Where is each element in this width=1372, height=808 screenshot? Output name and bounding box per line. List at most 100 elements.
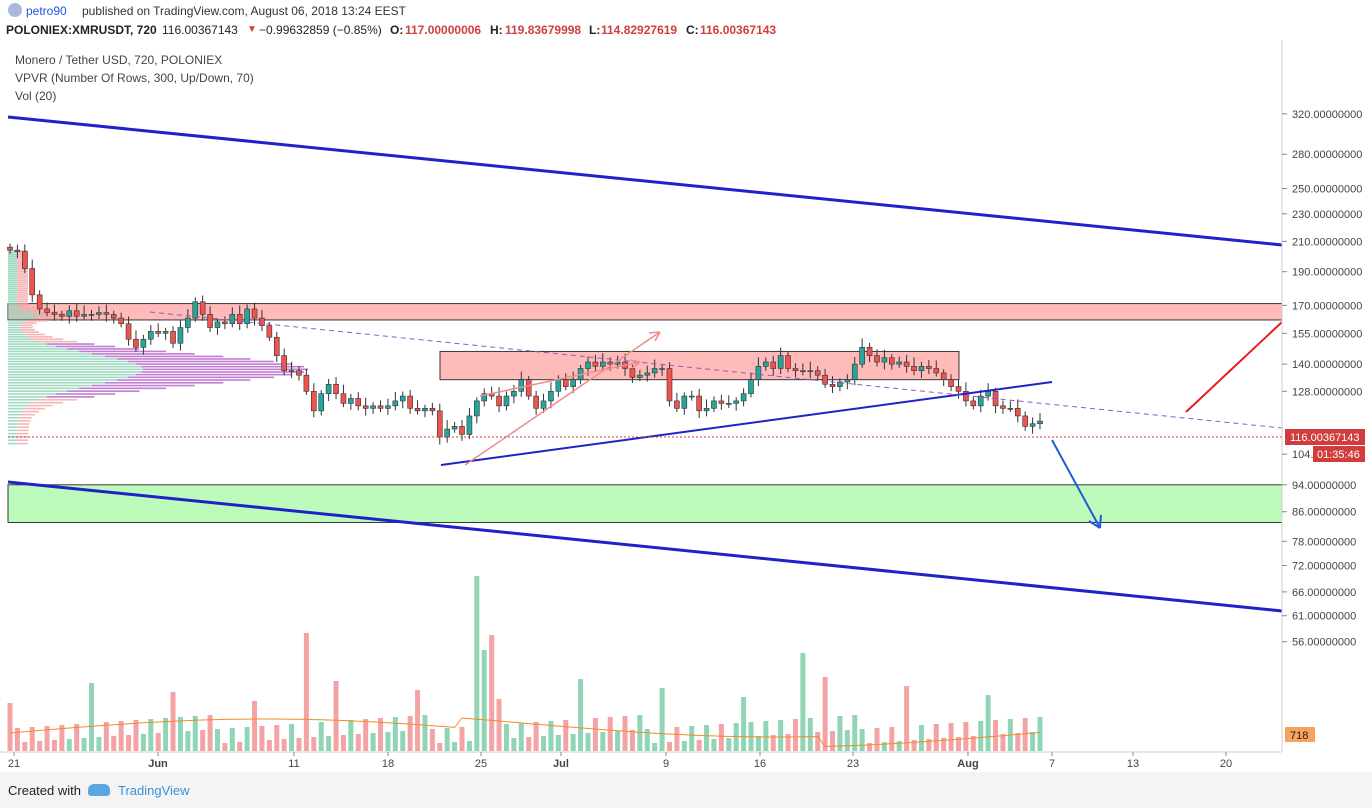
volume-bar xyxy=(518,723,524,751)
volume-bar xyxy=(474,576,480,751)
volume-bar xyxy=(578,679,584,751)
candle-body xyxy=(592,361,599,367)
candle-body xyxy=(7,246,13,251)
vpvr-row-up xyxy=(8,429,18,432)
vpvr-row-up xyxy=(8,324,20,327)
vpvr-row-up xyxy=(8,426,18,428)
volume-bar xyxy=(163,718,169,751)
candle-body xyxy=(14,249,21,252)
vpvr-row-up xyxy=(8,262,17,265)
vpvr-row-up xyxy=(8,384,93,387)
volume-bar xyxy=(755,736,761,751)
vpvr-row-up xyxy=(8,379,118,381)
price-zones xyxy=(7,303,1283,523)
volume-bar xyxy=(763,721,769,751)
volume-bar xyxy=(392,717,398,751)
candle-body xyxy=(763,361,769,367)
author-link[interactable]: petro90 xyxy=(26,4,67,18)
volume-bar xyxy=(993,720,999,751)
volume-bar xyxy=(852,715,858,751)
legend-vpvr: VPVR (Number Of Rows, 300, Up/Down, 70) xyxy=(15,71,254,85)
volume-bar xyxy=(955,737,961,751)
volume-bar xyxy=(311,737,317,751)
volume-bar xyxy=(207,715,213,751)
vpvr-row-up xyxy=(8,439,18,442)
candle-body xyxy=(273,336,280,356)
volume-bar xyxy=(555,735,561,751)
vpvr-row-up xyxy=(8,368,143,371)
candle-body xyxy=(214,321,221,328)
candle-body xyxy=(1029,423,1036,427)
vpvr-row-up xyxy=(8,266,17,269)
candle-body xyxy=(822,374,828,385)
candle-body xyxy=(325,383,332,394)
price-chart[interactable]: Monero / Tether USD, 720, POLONIEX VPVR … xyxy=(0,40,1372,772)
vpvr-row-down xyxy=(17,304,30,307)
vpvr-row-up xyxy=(8,345,57,348)
mid-resistance-zone xyxy=(439,350,960,381)
volume-bar xyxy=(511,738,517,751)
candle-body xyxy=(429,408,436,412)
volume-bar xyxy=(66,739,72,751)
candle-body xyxy=(503,395,510,407)
candle-body xyxy=(681,395,688,409)
x-tick-label: 23 xyxy=(847,758,859,770)
candle-body xyxy=(259,317,265,326)
volume-bar xyxy=(963,722,969,751)
candle-body xyxy=(659,368,665,370)
volume-bar xyxy=(600,732,606,751)
vpvr-row-down xyxy=(18,420,31,422)
vpvr-row-down xyxy=(17,250,28,252)
volume-bar xyxy=(644,729,650,751)
volume-bar xyxy=(192,716,198,751)
volume-bar xyxy=(548,721,554,751)
price-axis: 320.00000000 280.00000000 250.00000000 230.… xyxy=(1281,40,1372,752)
volume-badge-text: 718 xyxy=(1290,730,1308,742)
change-down-icon: ▼ xyxy=(247,24,257,35)
vpvr-row-up xyxy=(8,319,26,322)
volume-bar xyxy=(830,731,836,751)
vpvr-row-down xyxy=(135,373,293,376)
volume-bar xyxy=(696,740,702,751)
volume-bar xyxy=(326,736,332,751)
candle-body xyxy=(36,294,43,310)
candle-body xyxy=(147,331,154,340)
candle-body xyxy=(118,317,124,325)
x-tick-label: Jul xyxy=(553,758,569,770)
volume-bar xyxy=(452,742,458,751)
volume-bar xyxy=(200,730,206,751)
candle-body xyxy=(807,370,814,373)
vpvr-row-up xyxy=(8,387,80,390)
x-tick-label: 21 xyxy=(8,758,20,770)
vpvr-row-down xyxy=(39,340,78,343)
candle-body xyxy=(666,368,673,402)
support-zone xyxy=(7,484,1283,523)
candle-body xyxy=(607,361,614,365)
y-tick-label: 320.00000000 xyxy=(1292,109,1362,121)
vpvr-row-down xyxy=(17,278,28,280)
vpvr-row-down xyxy=(17,423,30,425)
vpvr-row-down xyxy=(32,401,64,404)
volume-bar xyxy=(429,729,435,751)
vpvr-row-up xyxy=(8,298,18,300)
volume-bar xyxy=(244,727,250,751)
vpvr-row-down xyxy=(56,345,116,348)
vpvr-row-up xyxy=(8,288,18,290)
tradingview-brand-link[interactable]: TradingView xyxy=(118,783,190,798)
vpvr-row-up xyxy=(8,410,22,413)
volume-bar xyxy=(1015,733,1021,751)
vpvr-row-up xyxy=(8,290,18,292)
candle-body xyxy=(51,312,58,315)
volume-bar xyxy=(370,733,376,751)
open-label: O: xyxy=(390,23,404,37)
volume-bar xyxy=(704,725,710,751)
vpvr-row-down xyxy=(17,270,28,272)
volume-bar xyxy=(785,734,791,751)
y-tick-label: 86.00000000 xyxy=(1292,507,1356,519)
candle-body xyxy=(814,370,821,376)
volume-bar xyxy=(889,727,895,751)
volume-bar xyxy=(674,727,680,751)
close-label: C: xyxy=(686,23,699,37)
vpvr-row-up xyxy=(8,331,22,333)
volume-bar xyxy=(148,719,154,751)
